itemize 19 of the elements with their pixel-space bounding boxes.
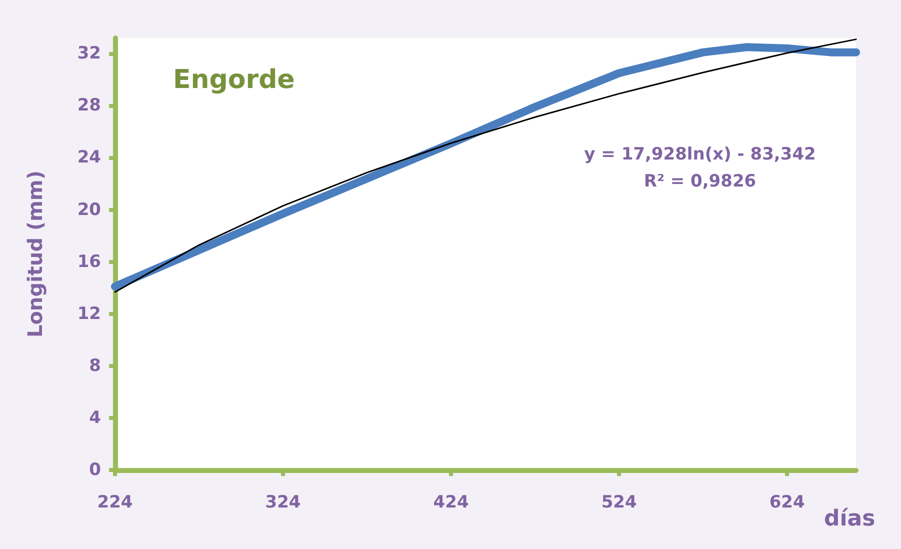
y-tick-label: 12	[77, 304, 101, 324]
y-tick-label: 4	[89, 408, 102, 428]
x-axis-title: días	[824, 506, 876, 532]
y-axis-title: Longitud (mm)	[23, 170, 47, 338]
x-tick-label: 324	[265, 492, 301, 512]
y-tick-label: 28	[77, 96, 101, 116]
y-tick-label: 16	[77, 252, 101, 272]
x-tick-label: 224	[97, 492, 133, 512]
x-tick-label: 524	[601, 492, 637, 512]
y-tick-label: 8	[89, 356, 101, 376]
annotation: y = 17,928ln(x) - 83,342	[584, 144, 816, 164]
x-tick-label: 624	[769, 492, 806, 512]
y-tick-label: 32	[77, 44, 101, 64]
y-tick-label: 24	[77, 148, 102, 168]
annotation: R² = 0,9826	[644, 172, 756, 192]
y-tick-label: 20	[77, 200, 102, 220]
x-tick-label: 424	[433, 492, 469, 512]
y-tick-label: 0	[89, 460, 102, 480]
text: Engorde	[173, 65, 295, 95]
